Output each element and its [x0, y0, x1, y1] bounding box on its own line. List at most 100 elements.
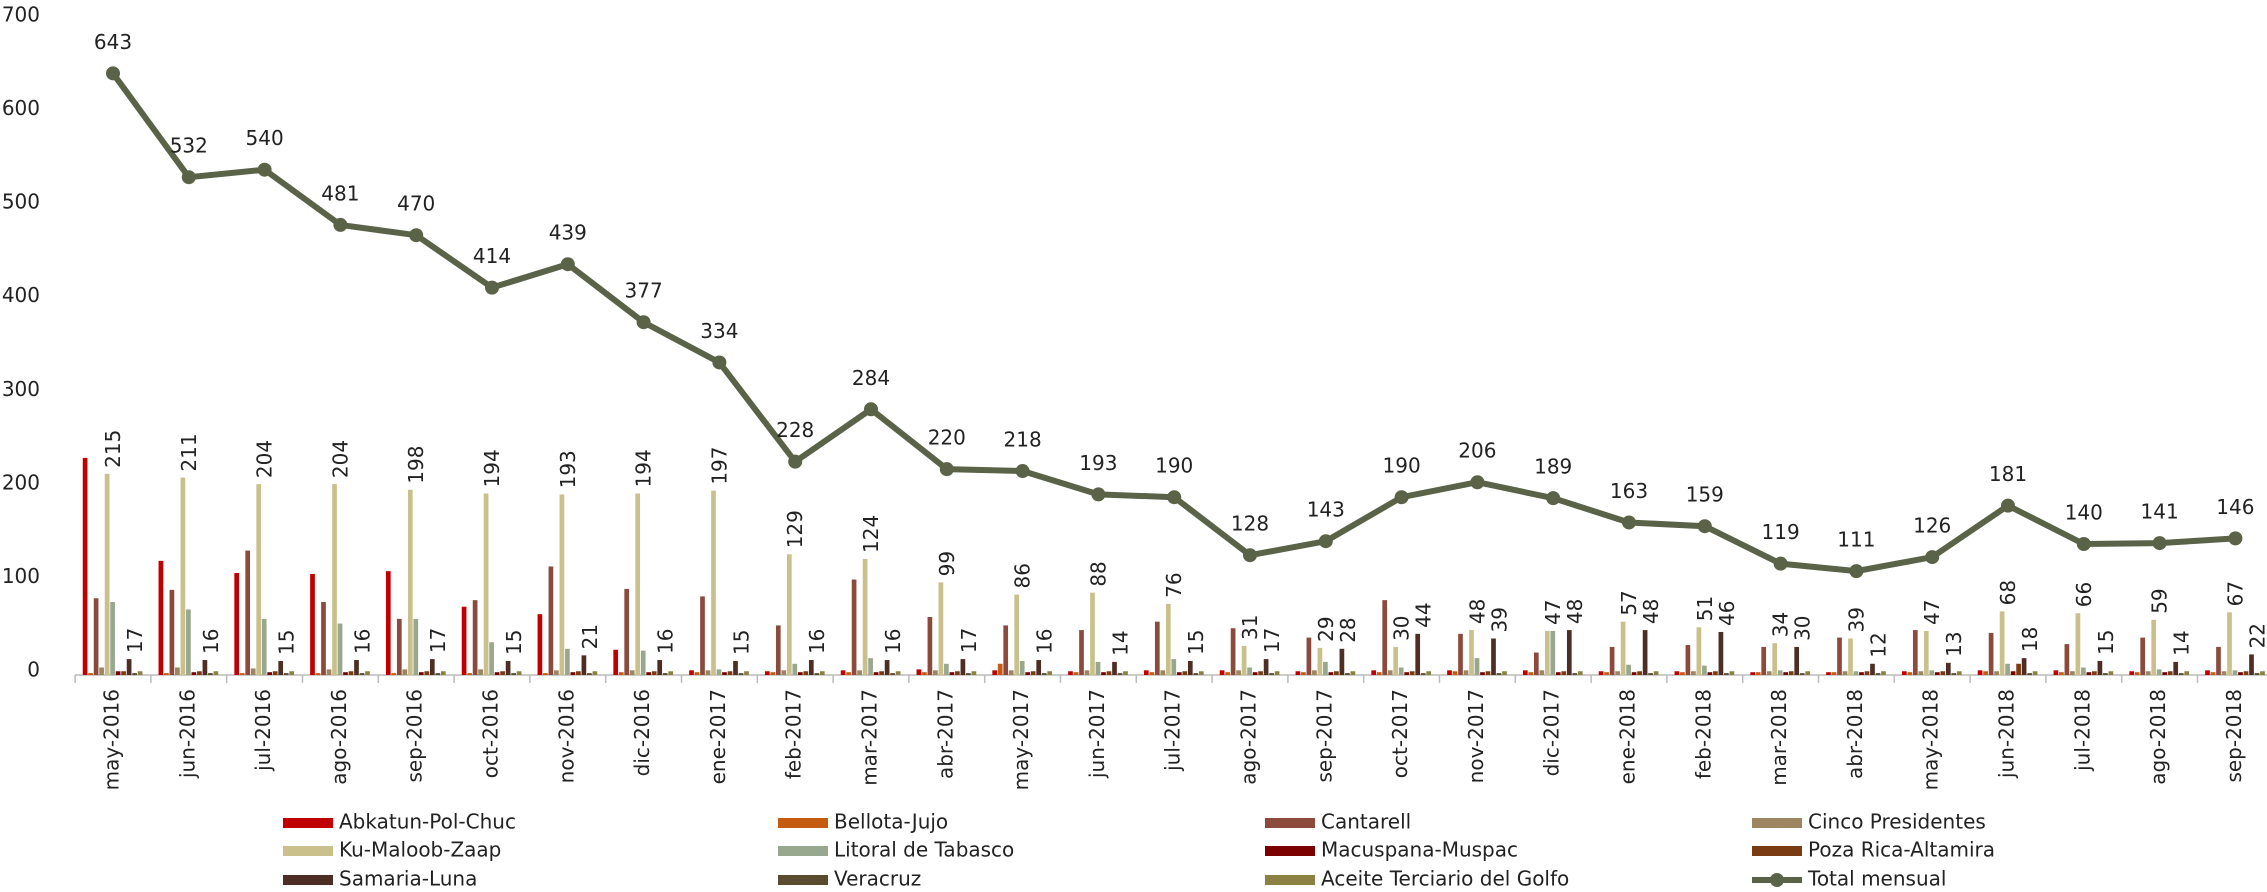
bar	[472, 600, 478, 675]
x-tick-label: may-2018	[1919, 689, 1943, 790]
bar	[1642, 630, 1648, 675]
bar	[1615, 671, 1620, 675]
data-label: 22	[2245, 623, 2267, 648]
bar	[1008, 670, 1014, 675]
bar	[1956, 671, 1962, 675]
bar	[365, 671, 370, 675]
bar	[234, 573, 240, 675]
bar	[137, 671, 143, 675]
bar	[1143, 670, 1149, 675]
bar	[884, 660, 890, 675]
bar	[1236, 670, 1241, 675]
bar	[121, 671, 126, 675]
bar	[657, 660, 663, 675]
point	[560, 257, 575, 272]
bar	[82, 457, 88, 675]
point	[1622, 515, 1636, 530]
bar	[1149, 672, 1155, 675]
x-tick-label: ene-2017	[706, 689, 730, 784]
bar	[197, 671, 202, 675]
bar	[1788, 671, 1794, 675]
bar	[93, 598, 99, 675]
data-label: 643	[94, 30, 132, 54]
x-tick-label: dic-2016	[630, 689, 654, 776]
x-tick-label: feb-2017	[782, 689, 806, 779]
point	[2152, 536, 2167, 551]
bar	[1176, 672, 1182, 675]
data-label: 190	[1383, 454, 1421, 478]
y-tick-label: 400	[2, 283, 40, 307]
bar	[1653, 671, 1659, 675]
bar	[1761, 646, 1767, 675]
bar	[1626, 664, 1631, 675]
data-label: 211	[177, 433, 201, 471]
bar	[960, 659, 966, 675]
bar	[2134, 672, 2140, 675]
bar	[2081, 667, 2086, 675]
bar	[115, 671, 121, 675]
bar	[1398, 667, 1404, 675]
bar	[245, 550, 251, 675]
bar	[764, 671, 770, 675]
legend-label: Poza Rica-Altamira	[1808, 838, 1995, 862]
bar	[2097, 660, 2103, 675]
bar	[1496, 673, 1502, 675]
bar	[1853, 671, 1859, 675]
bar	[705, 670, 711, 675]
bar	[1729, 671, 1735, 675]
bar	[202, 660, 208, 675]
data-label: 57	[1617, 590, 1641, 615]
data-label: 14	[2170, 630, 2194, 655]
bar	[2005, 663, 2010, 675]
bar	[1036, 660, 1042, 675]
data-label: 532	[170, 134, 208, 158]
bar	[1123, 671, 1128, 675]
bar	[1522, 670, 1528, 675]
bar	[1598, 671, 1604, 675]
data-label: 39	[1844, 607, 1868, 632]
bar	[424, 671, 430, 675]
data-label: 128	[1231, 512, 1269, 536]
data-label: 48	[1465, 599, 1489, 624]
data-label: 67	[2223, 581, 2247, 606]
bar	[88, 673, 93, 675]
bar	[1826, 672, 1831, 675]
bar	[175, 667, 180, 675]
x-tick-label: abr-2018	[1843, 689, 1867, 779]
x-tick-label: jul-2016	[251, 689, 275, 772]
bar	[873, 672, 879, 675]
bar	[186, 609, 191, 675]
data-label: 13	[1942, 631, 1966, 656]
legend-label: Abkatun-Pol-Chuc	[339, 810, 516, 834]
bar	[1945, 662, 1951, 675]
bar	[1977, 670, 1983, 675]
bar	[733, 660, 738, 675]
bar	[792, 663, 798, 675]
y-tick-label: 300	[2, 377, 40, 401]
bar	[1376, 672, 1382, 675]
bar	[1323, 661, 1328, 675]
bar	[310, 573, 315, 675]
point	[1546, 491, 1561, 506]
bar	[321, 602, 326, 675]
bar	[1685, 645, 1691, 675]
bar	[1491, 638, 1496, 675]
data-label: 14	[1108, 630, 1132, 655]
bar	[1870, 663, 1875, 675]
bar	[570, 672, 576, 675]
bar	[191, 672, 197, 675]
data-label: 59	[2148, 588, 2172, 613]
bar	[1999, 611, 2005, 675]
bar	[1230, 628, 1236, 675]
bar	[413, 618, 419, 675]
bar	[1295, 671, 1301, 675]
data-label: 29	[1314, 616, 1338, 641]
bar	[2210, 672, 2216, 675]
data-label: 44	[1412, 602, 1436, 627]
bar	[1420, 673, 1426, 675]
bar	[1777, 670, 1783, 675]
legend-swatch	[1265, 875, 1315, 885]
data-label: 47	[1920, 600, 1944, 625]
bar	[803, 671, 809, 675]
